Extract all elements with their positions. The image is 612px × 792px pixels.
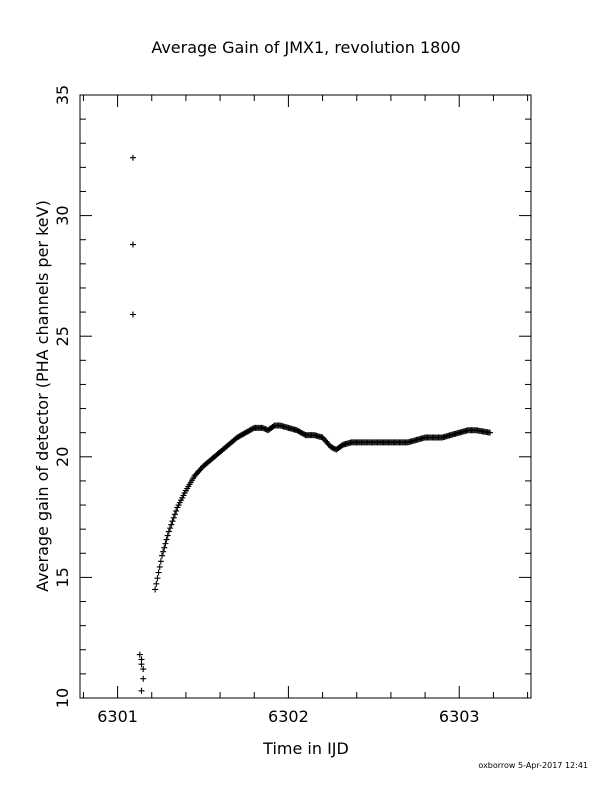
y-tick-label: 35 (53, 85, 72, 105)
data-point (157, 558, 164, 565)
plot-frame (79, 94, 532, 699)
data-point (261, 425, 268, 432)
data-point (154, 575, 161, 582)
data-points (129, 154, 493, 694)
data-point (169, 518, 176, 525)
data-point (259, 424, 266, 431)
data-point (171, 511, 178, 518)
outlier-point (138, 687, 145, 694)
data-point (163, 536, 170, 543)
data-point (329, 444, 336, 451)
data-point (328, 444, 335, 451)
outlier-point (129, 241, 136, 248)
data-point (159, 552, 165, 559)
data-point (173, 507, 180, 514)
y-axis-label: Average gain of detector (PHA channels p… (33, 200, 52, 592)
data-point (156, 563, 163, 570)
data-point (160, 548, 167, 555)
y-tick-label: 30 (53, 205, 72, 225)
chart-title: Average Gain of JMX1, revolution 1800 (151, 38, 460, 57)
x-tick-label: 6301 (97, 707, 138, 726)
footer-stamp: oxborrow 5-Apr-2017 12:41 (478, 761, 588, 770)
data-point (153, 580, 160, 587)
outlier-point (140, 666, 147, 673)
outlier-point (138, 661, 145, 668)
data-point (170, 514, 177, 521)
data-point (152, 586, 159, 593)
outlier-point (129, 154, 136, 161)
x-tick-label: 6303 (439, 707, 480, 726)
data-point (155, 569, 162, 576)
data-point (162, 540, 169, 547)
outlier-point (140, 675, 147, 682)
data-point (161, 544, 168, 551)
outlier-point (136, 651, 143, 658)
x-tick-label: 6302 (268, 707, 309, 726)
y-tick-label: 10 (53, 688, 72, 708)
data-point (164, 532, 171, 539)
data-point (487, 429, 493, 436)
tick-labels: 6301 6302 6303 10 15 20 25 30 35 (53, 85, 480, 726)
outlier-point (129, 311, 136, 318)
x-axis-label: Time in IJD (262, 739, 349, 758)
y-tick-label: 20 (53, 447, 72, 467)
data-point (167, 525, 174, 532)
data-point (165, 528, 172, 535)
y-tick-label: 15 (53, 567, 72, 587)
y-tick-label: 25 (53, 326, 72, 346)
tick-marks (80, 94, 531, 699)
data-point (168, 521, 175, 528)
